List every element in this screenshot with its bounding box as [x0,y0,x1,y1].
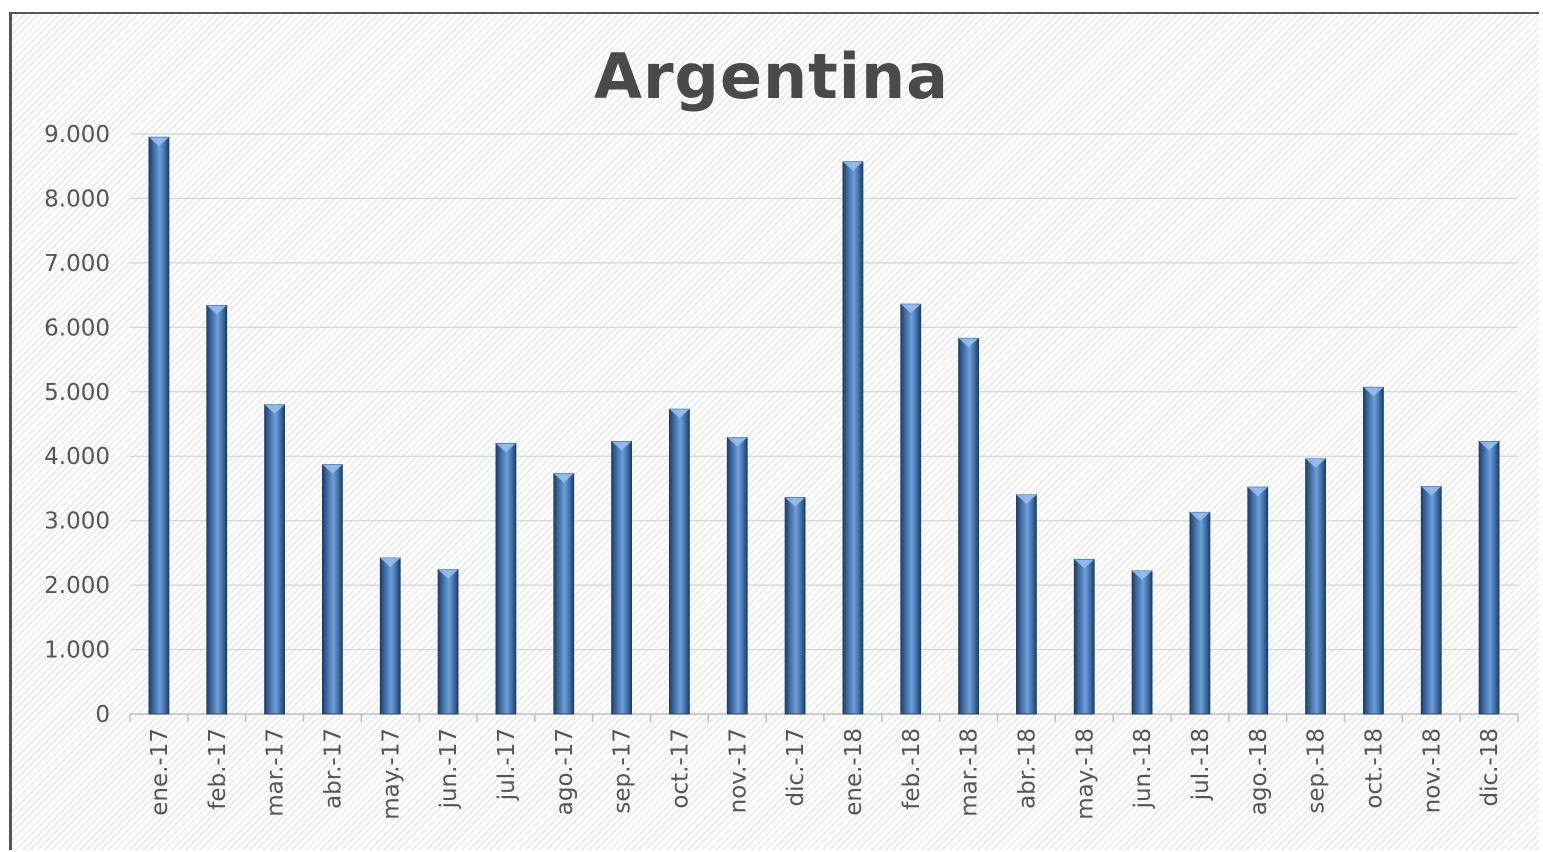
bar [669,408,690,715]
bar [206,305,228,715]
bar [379,557,401,715]
bar [726,437,748,715]
x-tick-label: abr.-18 [1014,728,1040,809]
bar [1420,486,1442,715]
chart-title: Argentina [594,40,949,113]
bar [437,569,459,715]
bar [1305,458,1326,715]
x-tick-label: jun.-17 [436,728,462,809]
x-tick-label: mar.-18 [957,728,983,817]
y-tick-label: 4.000 [44,444,110,470]
bar [264,404,285,715]
bar [900,303,922,715]
bar [1478,440,1500,715]
bars [148,136,1500,715]
bar [1363,386,1384,715]
bar [1189,511,1211,715]
y-tick-label: 0 [95,702,110,728]
x-tick-label: ago.-18 [1246,728,1272,815]
chart-frame [9,12,1539,850]
x-tick-label: feb.-17 [205,728,231,810]
y-axis-ticks: 0 1.000 2.000 3.000 4.000 5.000 6.000 7.000 8.00… [44,122,110,728]
x-tick-label: nov.-17 [725,728,751,813]
x-tick-label: dic.-17 [783,728,809,807]
bar [611,440,632,715]
bar [1247,486,1269,715]
x-tick-label: oct.-17 [667,728,693,809]
bar [553,473,575,715]
x-tick-label: sep.-18 [1304,728,1330,814]
y-tick-label: 6.000 [44,315,110,341]
bar [1073,558,1095,715]
y-tick-label: 2.000 [44,573,110,599]
x-tick-label: ene.-18 [841,728,867,816]
x-tick-label: jun.-18 [1130,728,1156,809]
y-tick-label: 9.000 [44,122,110,148]
bar [1131,570,1153,715]
x-tick-label: jul.-17 [494,728,520,801]
bar [842,161,864,715]
y-tick-label: 8.000 [44,186,110,212]
x-tick-label: sep.-17 [610,728,636,814]
y-tick-label: 5.000 [44,380,110,406]
x-tick-label: feb.-18 [899,728,925,810]
x-tick-label: ene.-17 [147,728,173,816]
bar [958,337,979,715]
axes [129,713,1519,722]
x-tick-label: nov.-18 [1419,728,1445,813]
x-tick-label: ago.-17 [552,728,578,815]
bar [322,464,343,715]
x-tick-label: abr.-17 [320,728,346,809]
y-tick-label: 7.000 [44,251,110,277]
y-tick-label: 3.000 [44,509,110,535]
gridlines [130,133,1518,651]
y-tick-label: 1.000 [44,638,110,664]
bar [148,136,170,715]
x-tick-label: may.-18 [1072,728,1098,820]
x-tick-label: dic.-18 [1477,728,1503,807]
x-axis-ticks: ene.-17 feb.-17 mar.-17 abr.-17 may.-17 jun.-… [147,728,1503,820]
x-tick-label: may.-17 [378,728,404,820]
x-tick-label: mar.-17 [263,728,289,817]
bar [1016,494,1037,715]
bar [784,497,806,715]
x-tick-label: jul.-18 [1188,728,1214,801]
x-tick-label: oct.-18 [1361,728,1387,809]
bar [495,442,517,715]
